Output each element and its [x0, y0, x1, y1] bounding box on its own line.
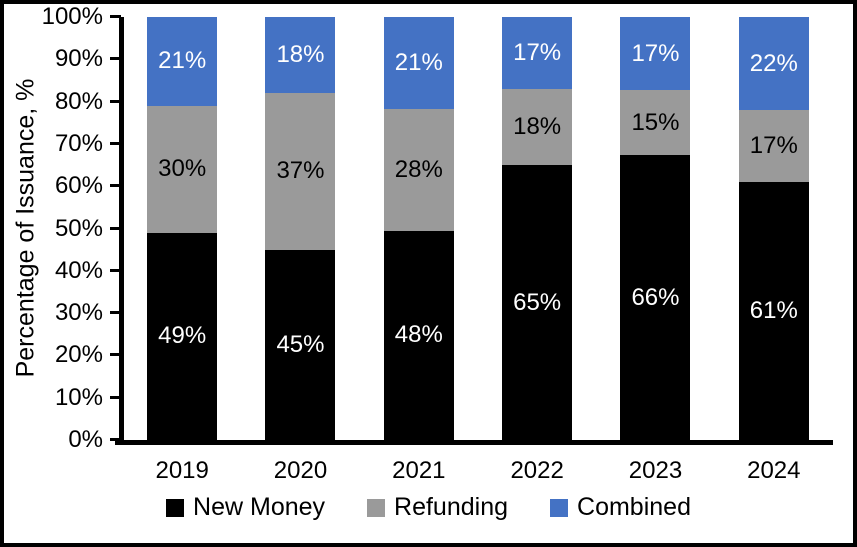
- y-tick-label: 80%: [54, 87, 103, 115]
- bar-segment-new-money: 65%: [502, 165, 573, 440]
- bar-segment-new-money: 49%: [147, 232, 218, 440]
- y-tick-mark: [110, 438, 121, 441]
- y-tick-label: 100%: [41, 3, 103, 30]
- data-label: 18%: [513, 112, 562, 140]
- data-label: 22%: [749, 49, 798, 77]
- data-label: 66%: [631, 283, 680, 311]
- bar-segment-new-money: 61%: [738, 181, 809, 440]
- y-tick-mark: [110, 395, 121, 399]
- legend-marker-icon: [367, 498, 386, 517]
- bar-segment-combined: 21%: [383, 17, 454, 109]
- legend-marker-icon: [550, 498, 569, 517]
- x-label-2020: 2020: [273, 457, 328, 484]
- y-tick-mark: [110, 353, 121, 357]
- bar-segment-new-money: 48%: [383, 230, 454, 440]
- legend-label: New Money: [193, 493, 326, 521]
- y-tick-mark: [110, 15, 121, 18]
- legend-item-refunding: Refunding: [367, 493, 508, 522]
- data-label: 65%: [513, 288, 562, 316]
- y-tick-label: 50%: [54, 214, 103, 242]
- bar-segment-combined: 18%: [265, 17, 336, 94]
- data-label: 37%: [276, 157, 325, 185]
- bar-2022: 17% 18% 65%: [502, 17, 573, 440]
- legend: New Money Refunding Combined: [4, 493, 853, 522]
- y-tick-label: 70%: [54, 129, 103, 157]
- x-label-2023: 2023: [628, 457, 683, 484]
- data-label: 21%: [158, 47, 207, 75]
- x-axis-line: [115, 440, 833, 445]
- data-label: 17%: [513, 38, 562, 66]
- bar-segment-combined: 22%: [738, 17, 809, 111]
- bar-segment-combined: 17%: [620, 17, 691, 91]
- y-tick-label: 20%: [54, 341, 103, 369]
- y-tick-mark: [110, 311, 121, 315]
- data-label: 61%: [749, 296, 798, 324]
- y-tick-mark: [110, 268, 121, 272]
- bar-segment-refunding: 18%: [502, 88, 573, 166]
- y-tick-label: 40%: [54, 256, 103, 284]
- legend-item-combined: Combined: [550, 493, 691, 522]
- plot-area: 21% 30% 49% 18% 37% 45% 21% 28% 48% 17% 18% 65% 17% 1…: [123, 17, 833, 440]
- legend-marker-icon: [166, 498, 185, 517]
- bar-segment-combined: 17%: [502, 17, 573, 89]
- x-label-2019: 2019: [155, 457, 209, 484]
- y-tick-mark: [110, 99, 121, 103]
- x-label-2022: 2022: [510, 457, 564, 484]
- data-label: 30%: [158, 155, 207, 183]
- x-axis-labels: 2019 2020 2021 2022 2023 2024: [123, 457, 833, 485]
- bar-segment-new-money: 45%: [265, 249, 336, 440]
- bar-segment-refunding: 30%: [147, 105, 218, 233]
- bar-2024: 22% 17% 61%: [738, 17, 809, 440]
- x-label-2024: 2024: [747, 457, 801, 484]
- y-tick-label: 90%: [54, 45, 103, 73]
- y-tick-label: 30%: [54, 299, 103, 327]
- data-label: 15%: [631, 108, 680, 136]
- data-label: 17%: [749, 132, 798, 159]
- data-label: 48%: [394, 321, 443, 349]
- data-label: 17%: [631, 39, 680, 67]
- y-tick-label: 60%: [54, 172, 103, 200]
- bar-segment-refunding: 28%: [383, 108, 454, 231]
- bar-2023: 17% 15% 66%: [620, 17, 691, 440]
- bar-segment-refunding: 17%: [738, 110, 809, 182]
- y-tick-label: 0%: [68, 426, 103, 453]
- y-tick-mark: [110, 226, 121, 230]
- y-tick-mark: [110, 141, 121, 145]
- bar-segment-refunding: 37%: [265, 93, 336, 250]
- x-label-2021: 2021: [392, 457, 446, 484]
- legend-label: Refunding: [394, 493, 509, 521]
- bar-segment-combined: 21%: [147, 17, 218, 106]
- bar-segment-new-money: 66%: [620, 155, 691, 440]
- data-label: 18%: [276, 41, 325, 69]
- data-label: 21%: [394, 48, 443, 76]
- legend-item-new-money: New Money: [166, 493, 325, 522]
- bar-2020: 18% 37% 45%: [265, 17, 336, 440]
- bar-2021: 21% 28% 48%: [383, 17, 454, 440]
- bar-2019: 21% 30% 49%: [147, 17, 218, 440]
- y-tick-mark: [110, 57, 121, 61]
- data-label: 28%: [394, 155, 443, 183]
- y-axis-line: [119, 17, 124, 445]
- y-tick-label: 10%: [54, 383, 103, 411]
- legend-label: Combined: [577, 493, 691, 521]
- bar-segment-refunding: 15%: [620, 90, 691, 156]
- y-tick-mark: [110, 184, 121, 188]
- data-label: 45%: [276, 330, 325, 358]
- data-label: 49%: [158, 322, 207, 350]
